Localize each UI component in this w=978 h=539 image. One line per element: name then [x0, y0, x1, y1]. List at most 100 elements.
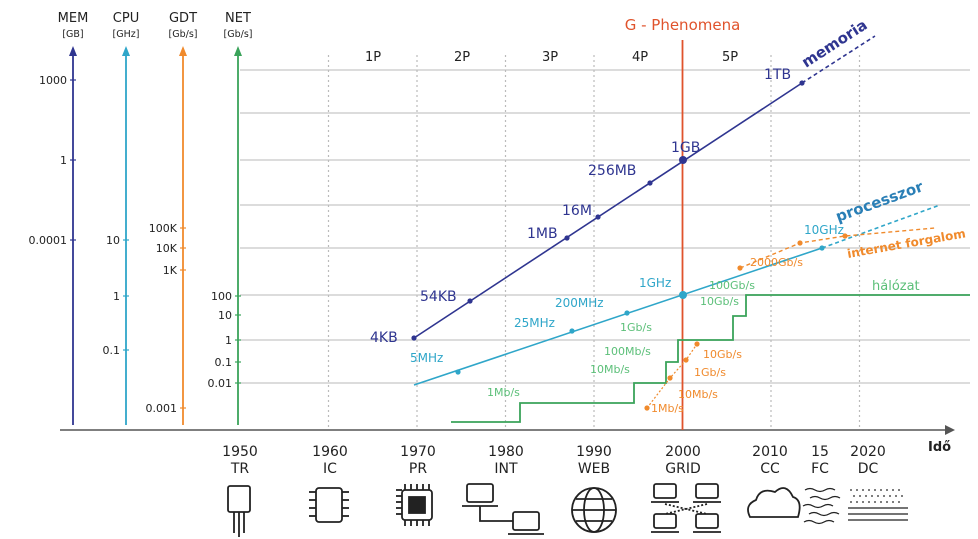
internet-forgalom-point [737, 265, 743, 271]
grid-computers-icon [651, 483, 721, 533]
net-axis-name: NET [225, 11, 251, 26]
x-tick-tech: CC [760, 461, 780, 477]
internet-forgalom-line-early [646, 343, 698, 409]
processzor-point-label: 10GHz [804, 223, 844, 237]
gdt-axis-arrow [179, 46, 187, 56]
cpu-axis-unit: [GHz] [113, 29, 140, 40]
x-tick-year: 1950 [222, 444, 258, 460]
x-tick-year: 1960 [312, 444, 348, 460]
cpu-axis-arrow [122, 46, 130, 56]
halozat-point-label: 1Gb/s [620, 321, 652, 334]
internet-forgalom-series-label: internet forgalom [846, 226, 967, 261]
period-label-3P: 3P [542, 50, 558, 65]
period-label-2P: 2P [454, 50, 470, 65]
net-axis-arrow [234, 46, 242, 56]
memoria-point [411, 335, 417, 341]
internet-forgalom-point [644, 405, 650, 411]
processzor-point-label: 5MHz [410, 351, 443, 365]
gdt-axis-name: GDT [169, 11, 197, 26]
halozat-series-label: hálózat [872, 279, 920, 294]
net-tick-label: 100 [211, 290, 232, 303]
memoria-point-label: 54KB [420, 289, 457, 305]
memoria-point [595, 214, 601, 220]
network-icon [462, 483, 544, 535]
x-tick-tech: GRID [665, 461, 701, 477]
processzor-point-label: 1GHz [639, 276, 671, 290]
memoria-point [679, 156, 687, 164]
mem-axis-name: MEM [58, 11, 89, 26]
internet-forgalom-point [667, 375, 673, 381]
x-tick-tech: FC [811, 461, 829, 477]
memoria-point-label: 256MB [588, 163, 636, 179]
memoria-point-label: 1GB [671, 140, 700, 156]
memoria-line [413, 82, 803, 339]
net-tick-label: 0.1 [215, 356, 233, 369]
memoria-point-label: 16M [562, 203, 592, 219]
net-tick-label: 1 [225, 334, 232, 347]
x-tick-year: 1980 [488, 444, 524, 460]
internet-forgalom-line [739, 227, 936, 269]
x-tick-year: 15 [811, 444, 829, 460]
internet-forgalom-point [842, 233, 848, 239]
processzor-line [413, 247, 823, 386]
dew-icon [848, 489, 908, 521]
internet-forgalom-point [694, 341, 700, 347]
internet-forgalom-point [797, 240, 803, 246]
halozat-point-label: 100Mb/s [604, 345, 651, 358]
halozat-point-label: 1Mb/s [487, 386, 520, 399]
x-tick-tech: INT [494, 461, 518, 477]
halozat-point-label: 10Mb/s [590, 363, 630, 376]
net-tick-label: 10 [218, 309, 232, 322]
internet-forgalom-point-label: 1Gb/s [694, 366, 726, 379]
gdt-tick-label: 10K [156, 242, 178, 255]
memoria-point [647, 180, 653, 186]
processor-icon [396, 484, 433, 526]
processzor-point [455, 369, 461, 375]
processzor-point-label: 25MHz [514, 316, 555, 330]
gdt-tick-label: 100K [149, 222, 178, 235]
gdt-axis-unit: [Gb/s] [169, 29, 198, 40]
x-tick-tech: IC [323, 461, 337, 477]
processzor-point [624, 310, 630, 316]
x-tick-year: 1970 [400, 444, 436, 460]
period-label-4P: 4P [632, 50, 648, 65]
x-tick-tech: WEB [578, 461, 610, 477]
internet-forgalom-point [683, 357, 689, 363]
x-tick-year: 2020 [850, 444, 886, 460]
processzor-point [819, 245, 825, 251]
mem-tick-label: 0.0001 [29, 234, 68, 247]
gdt-tick-label: 1K [163, 264, 178, 277]
x-tick-year: 2000 [665, 444, 701, 460]
halozat-point-label: 100Gb/s [709, 279, 755, 292]
gdt-tick-label: 0.001 [146, 402, 178, 415]
fog-icon [802, 487, 841, 525]
period-label-5P: 5P [722, 50, 738, 65]
memoria-point-label: 1TB [764, 67, 791, 83]
cpu-tick-label: 0.1 [103, 344, 121, 357]
processzor-point [569, 328, 575, 334]
x-tick-year: 1990 [576, 444, 612, 460]
memoria-line-dashed [801, 35, 876, 84]
internet-forgalom-point-label: 10Mb/s [678, 388, 718, 401]
memoria-point [799, 80, 805, 86]
mem-tick-label: 1000 [39, 74, 67, 87]
x-tick-tech: PR [409, 461, 427, 477]
mem-axis-unit: [GB] [62, 29, 83, 40]
memoria-point [564, 235, 570, 241]
chip-icon [309, 487, 349, 523]
x-tick-tech: TR [230, 461, 250, 477]
processzor-series-label: processzor [833, 177, 926, 226]
net-axis-unit: [Gb/s] [224, 29, 253, 40]
period-label-1P: 1P [365, 50, 381, 65]
mem-axis-arrow [69, 46, 77, 56]
g-phenomena-label: G - Phenomena [625, 16, 741, 34]
memoria-point [467, 298, 473, 304]
internet-forgalom-point-label: 2000Gb/s [750, 256, 803, 269]
x-axis-label: Idő [928, 440, 951, 455]
memoria-point-label: 4KB [370, 330, 398, 346]
memoria-point-label: 1MB [527, 226, 558, 242]
globe-www-icon [571, 487, 617, 533]
cloud-icon [747, 487, 801, 518]
internet-forgalom-point-label: 10Gb/s [703, 348, 742, 361]
